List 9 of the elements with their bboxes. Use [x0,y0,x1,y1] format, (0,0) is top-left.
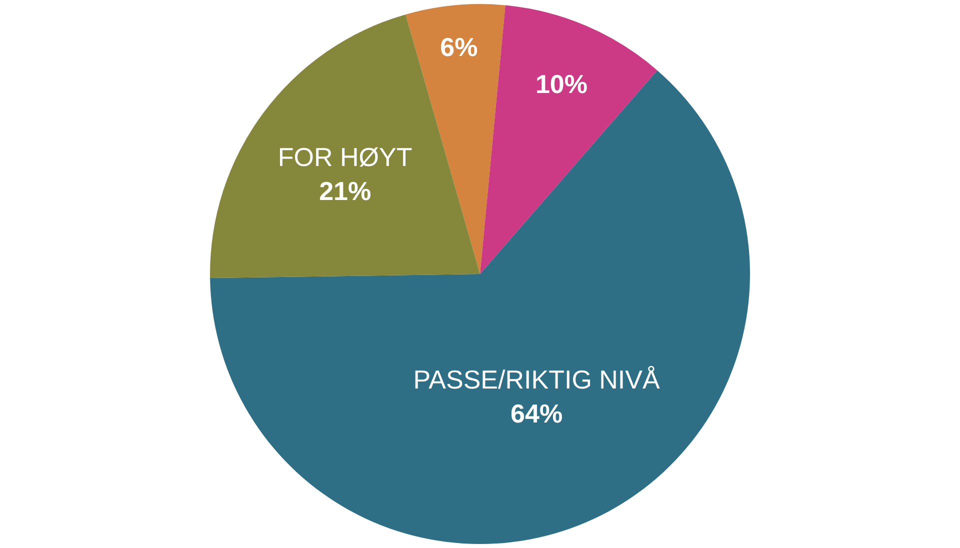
slice-label: PASSE/RIKTIG NIVÅ [413,364,660,395]
data-label: 10% [535,69,588,99]
data-label: 21% [319,176,372,206]
pie-slice [210,14,480,278]
data-label: 64% [510,398,563,428]
slice-label: FOR HØYT [278,142,412,172]
data-label: 6% [440,32,478,62]
pie-slice [480,5,658,274]
pie-slice [210,70,750,544]
